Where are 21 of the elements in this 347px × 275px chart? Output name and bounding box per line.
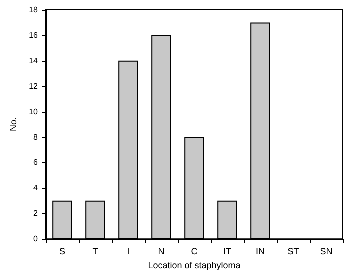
y-tick-label: 12: [29, 82, 39, 91]
x-tick-label: T: [92, 246, 99, 257]
x-tick-label: I: [127, 246, 130, 257]
y-tick-label: 2: [34, 209, 39, 218]
y-tick-label: 4: [34, 184, 39, 193]
y-tick-label: 10: [29, 107, 39, 116]
y-tick-label: 6: [34, 158, 39, 168]
y-axis-title: No.: [8, 118, 19, 132]
y-tick-label: 8: [34, 132, 39, 142]
y-tick-label: 0: [34, 234, 39, 244]
y-tick-label: 14: [29, 56, 39, 66]
x-tick-label: N: [158, 246, 165, 257]
x-tick-label: ST: [288, 246, 300, 257]
x-tick-label: IT: [224, 246, 232, 257]
x-axis-title: Location of staphyloma: [148, 260, 241, 270]
x-tick-label: SN: [320, 246, 333, 257]
x-tick-label: IN: [256, 246, 265, 257]
y-tick-label: 16: [29, 30, 39, 40]
y-tick-label: 18: [29, 6, 39, 14]
x-tick-label: S: [59, 246, 66, 257]
x-tick-label: C: [191, 246, 198, 257]
